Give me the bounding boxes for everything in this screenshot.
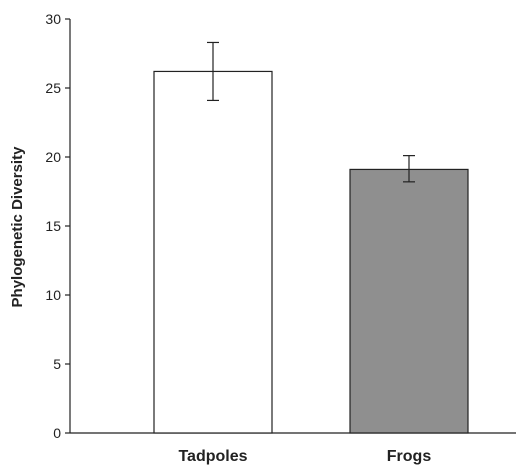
y-tick-label: 5 (53, 356, 61, 372)
bar-tadpoles (153, 70, 273, 434)
category-label-tadpoles: Tadpoles (178, 448, 247, 465)
bars (153, 70, 469, 434)
category-labels: Tadpoles Frogs (178, 448, 431, 465)
category-label-frogs: Frogs (387, 448, 432, 465)
bar-frogs (349, 168, 469, 434)
y-axis-title: Phylogenetic Diversity (9, 146, 26, 308)
y-tick-label: 25 (45, 80, 61, 96)
y-ticks: 0 5 10 15 20 25 30 (45, 11, 70, 441)
y-tick-label: 20 (45, 149, 61, 165)
error-bars (207, 41, 415, 183)
y-tick-label: 0 (53, 425, 61, 441)
y-tick-label: 30 (45, 11, 61, 27)
y-tick-label: 10 (45, 287, 61, 303)
y-tick-label: 15 (45, 218, 61, 234)
